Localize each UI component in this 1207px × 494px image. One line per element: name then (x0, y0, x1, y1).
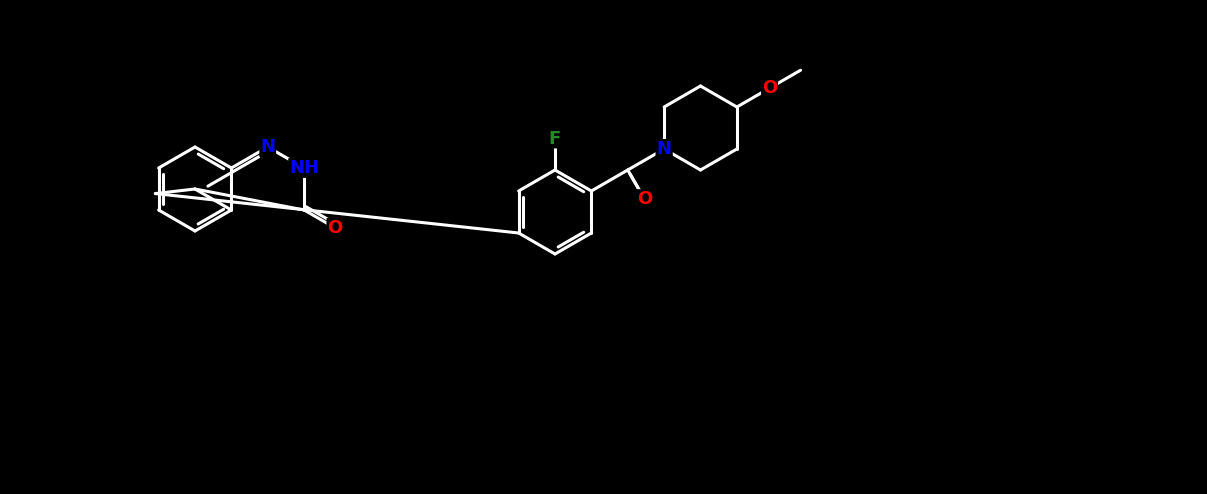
Text: NH: NH (290, 159, 319, 177)
Text: O: O (762, 79, 777, 97)
Text: N: N (657, 140, 671, 158)
Text: F: F (549, 129, 561, 148)
Text: O: O (637, 190, 652, 208)
Text: O: O (327, 219, 343, 237)
Text: N: N (657, 140, 671, 158)
Text: N: N (261, 138, 275, 156)
